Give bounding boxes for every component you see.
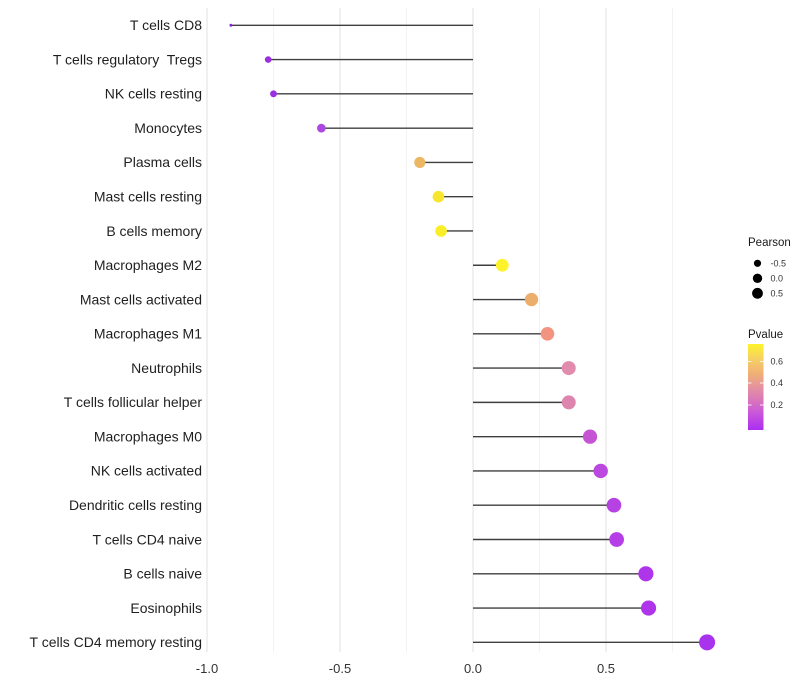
category-label: Macrophages M1 (94, 326, 202, 342)
legend-size-label: 0.5 (771, 289, 784, 299)
data-point (609, 532, 624, 547)
x-tick-label: -1.0 (196, 661, 218, 676)
pvalue-colorbar (748, 344, 764, 430)
data-point (435, 225, 447, 237)
data-point (561, 395, 576, 410)
data-point (561, 361, 576, 376)
legend: Pearson -0.5 0.0 0.5 Pvalue 0.6 0.4 0.2 (748, 237, 791, 430)
category-label: NK cells activated (91, 463, 202, 479)
lollipop-dots (229, 23, 716, 651)
category-label: B cells memory (106, 223, 202, 239)
category-label: Macrophages M0 (94, 428, 202, 444)
category-label: Neutrophils (131, 360, 202, 376)
category-label: Plasma cells (123, 154, 202, 170)
data-point (593, 463, 608, 479)
data-point (414, 156, 426, 169)
gridlines-minor (273, 8, 673, 652)
data-point (638, 566, 654, 582)
data-point (524, 292, 539, 307)
category-label: T cells CD4 memory resting (30, 634, 202, 650)
colorbar-tick-label: 0.4 (771, 378, 784, 388)
x-tick-label: -0.5 (329, 661, 351, 676)
data-point (699, 634, 716, 651)
data-point (270, 90, 277, 98)
category-label: NK cells resting (105, 86, 202, 102)
category-label: B cells naive (123, 566, 202, 582)
legend-size-dot (753, 259, 762, 267)
legend-size-label: 0.0 (771, 274, 784, 284)
data-point (432, 190, 445, 203)
category-label: T cells CD8 (130, 17, 202, 33)
legend-size-label: -0.5 (771, 259, 787, 269)
category-label: Macrophages M2 (94, 257, 202, 273)
data-point (229, 23, 233, 27)
category-label: Mast cells activated (80, 291, 202, 307)
gridlines-major (206, 8, 607, 652)
data-point (495, 258, 509, 272)
legend-size-dot (752, 287, 763, 299)
category-label: T cells follicular helper (64, 394, 203, 410)
x-tick-label: 0.0 (464, 661, 482, 676)
category-label: Mast cells resting (94, 189, 202, 205)
pvalue-colorbar-ticks: 0.6 0.4 0.2 (748, 357, 784, 410)
category-label: Eosinophils (130, 600, 202, 616)
legend-pvalue-title: Pvalue (748, 329, 783, 341)
y-axis-labels: T cells CD8 T cells regulatory Tregs NK ce… (30, 17, 203, 650)
x-axis-tick-labels: -1.0 -0.5 0.0 0.5 (196, 661, 615, 676)
legend-pearson-title: Pearson (748, 237, 791, 249)
category-label: Monocytes (134, 120, 202, 136)
legend-pearson-size-keys: -0.5 0.0 0.5 (752, 259, 786, 299)
data-point (582, 429, 598, 444)
x-tick-label: 0.5 (597, 661, 615, 676)
category-label: T cells CD4 naive (93, 531, 203, 547)
data-point (317, 123, 326, 133)
data-point (264, 56, 272, 63)
data-point (606, 497, 622, 513)
data-point (640, 600, 657, 616)
colorbar-tick-label: 0.6 (771, 357, 784, 367)
legend-size-dot (752, 273, 763, 283)
colorbar-tick-label: 0.2 (771, 400, 784, 410)
data-point (540, 327, 555, 341)
category-label: Dendritic cells resting (69, 497, 202, 513)
category-label: T cells regulatory Tregs (53, 51, 202, 67)
